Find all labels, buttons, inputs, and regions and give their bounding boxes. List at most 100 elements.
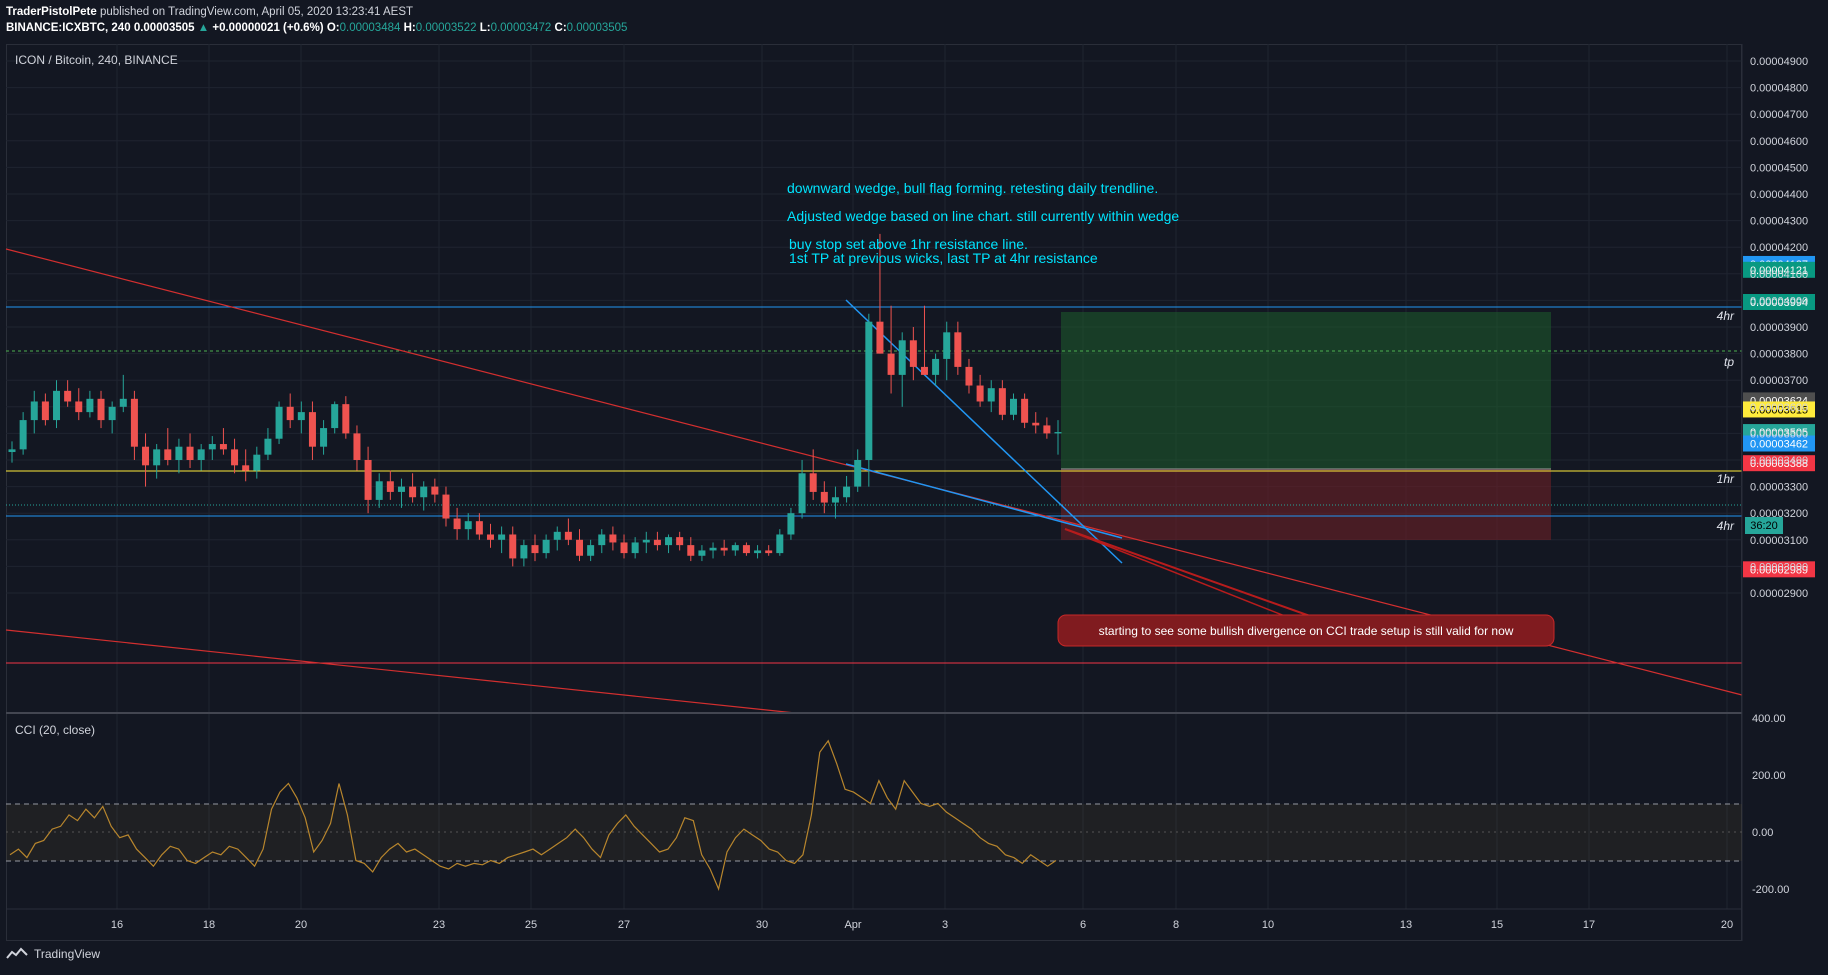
candle-body [1054, 432, 1062, 434]
candle-body [609, 534, 617, 543]
candle-body [208, 444, 216, 450]
candle-body [909, 340, 917, 367]
time-tick-label: 6 [1080, 919, 1086, 931]
candle-body [509, 534, 517, 559]
note-line-3: buy stop set above 1hr resistance line. [789, 236, 1028, 252]
candle-body [97, 398, 105, 421]
close-label: C: [554, 22, 567, 34]
price-tag-label: 0.00004121 [1750, 265, 1808, 277]
candle-body [598, 534, 606, 546]
price-tag [1743, 435, 1815, 452]
tradingview-logo-icon [6, 947, 28, 959]
candle-body [542, 539, 550, 554]
open-label: O: [326, 22, 340, 34]
change-value: +0.00000021 (+0.6%) [212, 22, 324, 34]
time-tick-label: 18 [203, 919, 215, 931]
time-tick-label: Apr [844, 919, 861, 931]
symbol-label: BINANCE:ICXBTC, 240 [6, 22, 131, 34]
candle-body [698, 550, 706, 556]
candle-body [64, 390, 72, 402]
time-tick-label: 10 [1262, 919, 1274, 931]
candle-body [898, 340, 906, 375]
last-price: 0.00003505 [133, 22, 195, 34]
candle-body [776, 534, 784, 554]
candle-body [486, 534, 494, 540]
candle-body [576, 539, 584, 556]
price-tag-label: 0.00003994 [1750, 297, 1808, 309]
candle-body [642, 539, 650, 543]
candle-body [653, 539, 661, 546]
label-4hr-top: 4hr [1717, 309, 1735, 323]
candle-body [86, 398, 94, 413]
candle-body [1009, 398, 1017, 415]
price-tick-label: 0.00004500 [1750, 162, 1808, 174]
price-tick-label: 0.00004700 [1750, 109, 1808, 121]
cci-tick-label: 400.00 [1752, 713, 1786, 725]
target-zone [1061, 312, 1551, 469]
price-tick-label: 0.00004200 [1750, 242, 1808, 254]
candle-body [197, 449, 205, 460]
candle-body [631, 542, 639, 554]
time-tick-label: 30 [756, 919, 768, 931]
price-tag [1743, 455, 1815, 472]
candle-body [364, 460, 372, 500]
low-label: L: [479, 22, 491, 34]
time-tick-label: 27 [618, 919, 630, 931]
wedge-upper-line [845, 299, 1123, 564]
candle-body [965, 366, 973, 386]
candle-body [219, 444, 227, 450]
candle-body [676, 537, 684, 546]
candle-body [8, 449, 16, 453]
author-name[interactable]: TraderPistolPete [6, 6, 97, 18]
label-tp: tp [1724, 355, 1734, 369]
candle-body [308, 412, 316, 447]
candle-body [386, 481, 394, 492]
price-tag-label: 0.00002989 [1750, 564, 1808, 576]
candle-body [564, 531, 572, 540]
lower-trendline [5, 629, 796, 714]
label-4hr-bottom: 4hr [1717, 519, 1735, 533]
candle-body [164, 449, 172, 460]
candle-body [41, 401, 49, 421]
candle-body [320, 428, 328, 447]
cci-axis: 400.00 200.00 0.00 -200.00 [1752, 713, 1789, 896]
price-tick-label: 0.00003300 [1750, 482, 1808, 494]
candle-body [831, 497, 839, 503]
time-tick-label: 16 [111, 919, 123, 931]
price-tick-label: 0.00004100 [1750, 269, 1808, 281]
price-tick-label: 0.00003500 [1750, 428, 1808, 440]
candle-body [709, 547, 717, 551]
candle-body [665, 537, 673, 546]
countdown-badge [1745, 517, 1783, 534]
candle-body [854, 460, 862, 487]
price-tick-label: 0.00004600 [1750, 136, 1808, 148]
price-tick-label: 0.00004000 [1750, 295, 1808, 307]
cci-tick-label: 0.00 [1752, 827, 1773, 839]
candle-body [19, 420, 27, 450]
chart-title: ICON / Bitcoin, 240, BINANCE [15, 53, 178, 67]
callout-pointer [1064, 528, 1311, 617]
candle-body [754, 550, 762, 554]
price-tick-label: 0.00004400 [1750, 189, 1808, 201]
price-tick-label: 0.00004800 [1750, 83, 1808, 95]
candle-body [720, 547, 728, 551]
candle-body [30, 401, 38, 421]
candle-body [442, 494, 450, 519]
candle-body [742, 545, 750, 554]
published-text: published on TradingView.com, April 05, … [99, 6, 414, 18]
candle-body [153, 449, 161, 466]
candle-body [498, 534, 506, 540]
candle-body [397, 486, 405, 492]
candle-body [620, 542, 628, 554]
candle-body [787, 513, 795, 535]
candle-body [186, 446, 194, 460]
candle-body [798, 473, 806, 514]
brand-name[interactable]: TradingView [34, 947, 101, 961]
callout-box [1057, 614, 1555, 647]
candle-body [843, 486, 851, 498]
candle-body [119, 398, 127, 407]
candle-body [453, 518, 461, 530]
price-axis: 0.00004900 0.00004800 0.00004700 0.00004600… [1750, 56, 1808, 600]
candle-body [353, 433, 361, 460]
